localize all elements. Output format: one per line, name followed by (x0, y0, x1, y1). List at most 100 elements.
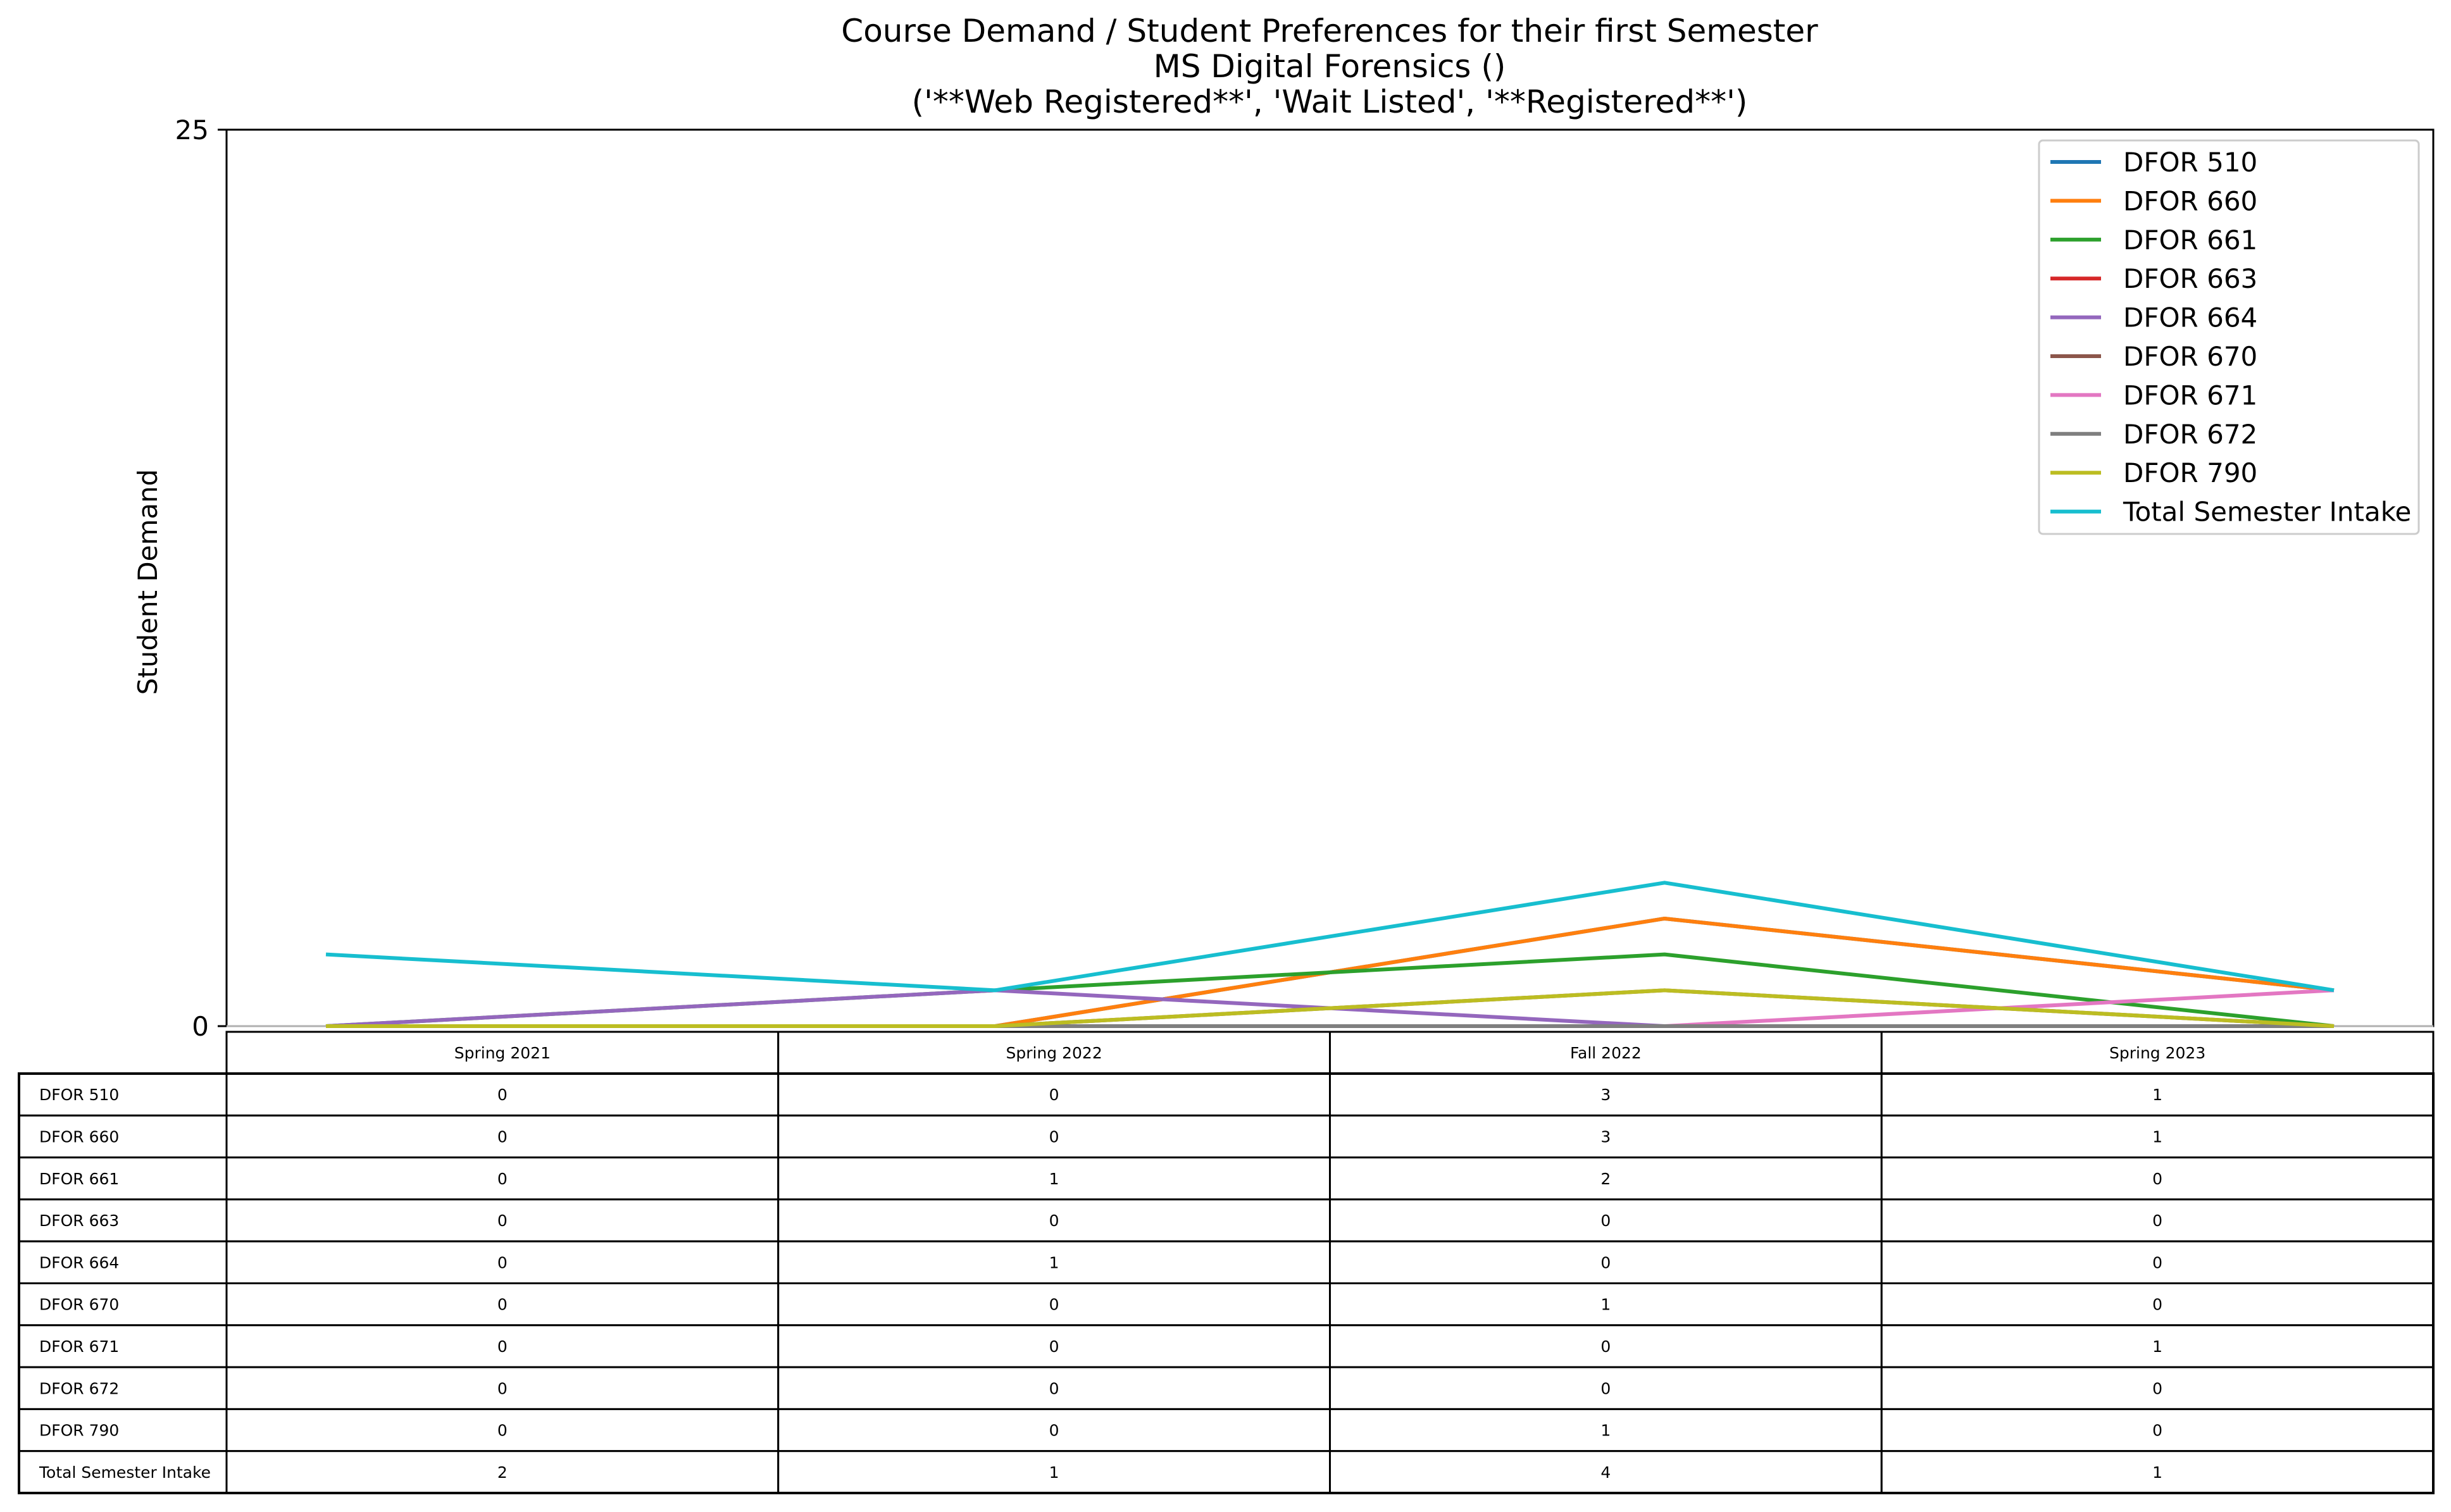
table-cell-value: 0 (1049, 1422, 1059, 1440)
table-row-label: DFOR 510 (39, 1086, 119, 1104)
table-cell (1880, 1366, 2435, 1410)
table-cell-value: 4 (1600, 1463, 1611, 1482)
table-row-header-cell (18, 1198, 228, 1242)
table-cell-value: 0 (1600, 1337, 1611, 1356)
legend-label: DFOR 671 (2123, 380, 2257, 411)
legend-box (2038, 139, 2420, 535)
table-header-label: Fall 2022 (1570, 1044, 1642, 1062)
table-cell-value: 0 (497, 1379, 508, 1397)
table-cell-value: 3 (1600, 1086, 1611, 1104)
table-cell (1880, 1450, 2435, 1494)
table-cell (777, 1072, 1331, 1117)
table-row-label: DFOR 672 (39, 1379, 119, 1397)
table-cell-value: 0 (497, 1086, 508, 1104)
series-line (326, 988, 2335, 1028)
table-cell-value: 0 (497, 1422, 508, 1440)
table-cell-value: 0 (1049, 1211, 1059, 1230)
chart-subtitle-filters: ('**Web Registered**', 'Wait Listed', '*… (912, 84, 1748, 120)
table-cell (225, 1198, 780, 1242)
table-cell-value: 1 (1049, 1170, 1059, 1188)
legend-label: DFOR 664 (2123, 302, 2257, 333)
table-cell (1880, 1240, 2435, 1284)
table-cell-value: 0 (1049, 1086, 1059, 1104)
table-cell (1329, 1366, 1883, 1410)
data-table: Spring 2021 Spring 2022 Fall 2022 Spring 20… (18, 1031, 2435, 1494)
table-cell-value: 0 (2152, 1422, 2162, 1440)
table-border (18, 1072, 2435, 1494)
table-cell (225, 1324, 780, 1368)
table-cell-value: 0 (497, 1170, 508, 1188)
table-cell (1880, 1282, 2435, 1327)
table-row-label: DFOR 664 (39, 1253, 119, 1272)
table-cell (1880, 1156, 2435, 1201)
legend-label: DFOR 790 (2123, 457, 2257, 488)
table-header-label: Spring 2023 (2109, 1044, 2205, 1062)
table-cell (777, 1366, 1331, 1410)
table-cell (1880, 1198, 2435, 1242)
table-cell-value: 0 (1600, 1253, 1611, 1272)
table-row-header-cell (18, 1114, 228, 1159)
table-cell-value: 0 (2152, 1379, 2162, 1397)
table-cell-value: 1 (1600, 1296, 1611, 1314)
table-cell-value: 0 (497, 1253, 508, 1272)
chart-title: Course Demand / Student Preferences for … (841, 13, 1818, 49)
table-cell-value: 0 (2152, 1170, 2162, 1188)
table-cell-value: 2 (1600, 1170, 1611, 1188)
table-cell (225, 1408, 780, 1453)
table-row-label: DFOR 661 (39, 1170, 119, 1188)
table-cell (225, 1240, 780, 1284)
table-cell-value: 1 (2152, 1463, 2162, 1482)
table-cell-value: 0 (497, 1296, 508, 1314)
table-cell (225, 1072, 780, 1117)
table-cell-value: 1 (2152, 1086, 2162, 1104)
table-cell-value: 1 (2152, 1127, 2162, 1146)
table-header-cell (225, 1031, 780, 1075)
table-cell (777, 1156, 1331, 1201)
table-cell-value: 3 (1600, 1127, 1611, 1146)
table-row-label: DFOR 670 (39, 1296, 119, 1314)
y-tick-label: 25 (175, 115, 209, 146)
table-cell-value: 1 (2152, 1337, 2162, 1356)
table-cell-value: 0 (1049, 1337, 1059, 1356)
table-cell-value: 0 (1049, 1127, 1059, 1146)
table-row-header-cell (18, 1366, 228, 1410)
table-cell-value: 0 (1049, 1296, 1059, 1314)
table-cell (1329, 1282, 1883, 1327)
table-cell-value: 0 (1049, 1379, 1059, 1397)
table-row-label: DFOR 671 (39, 1337, 119, 1356)
legend: DFOR 510 DFOR 660 DFOR 661 DFOR 663 DFOR 664… (2038, 139, 2420, 535)
table-row-label: Total Semester Intake (39, 1463, 211, 1482)
table-cell (225, 1156, 780, 1201)
table-cell-value: 2 (497, 1463, 508, 1482)
legend-label: DFOR 510 (2123, 147, 2257, 178)
table-cell-value: 1 (1049, 1253, 1059, 1272)
table-header-cell (1329, 1031, 1883, 1075)
table-cell (1329, 1240, 1883, 1284)
table-cell (1329, 1408, 1883, 1453)
table-cell-value: 0 (2152, 1296, 2162, 1314)
legend-label: DFOR 670 (2123, 341, 2257, 372)
table-cell (225, 1114, 780, 1159)
table-row-header-cell (18, 1324, 228, 1368)
table-cell (777, 1408, 1331, 1453)
table-cell-value: 0 (497, 1337, 508, 1356)
table-cell (225, 1282, 780, 1327)
y-axis-label: Student Demand (132, 469, 163, 695)
table-header-label: Spring 2022 (1006, 1044, 1102, 1062)
table-row-header-cell (18, 1408, 228, 1453)
legend-label: DFOR 660 (2123, 185, 2257, 216)
legend-label: DFOR 661 (2123, 225, 2257, 256)
table-row-label: DFOR 663 (39, 1211, 119, 1230)
legend-label: Total Semester Intake (2123, 497, 2411, 528)
table-cell-value: 1 (1600, 1422, 1611, 1440)
table-cell-value: 0 (1600, 1211, 1611, 1230)
chart-subtitle: MS Digital Forensics () (1154, 48, 1506, 85)
table-row-label: DFOR 790 (39, 1422, 119, 1440)
table-cell (1329, 1198, 1883, 1242)
table-header-label: Spring 2021 (454, 1044, 551, 1062)
table-cell (225, 1450, 780, 1494)
table-cell-value: 0 (2152, 1253, 2162, 1272)
y-tick-label: 0 (192, 1011, 209, 1042)
legend-label: DFOR 672 (2123, 419, 2257, 450)
